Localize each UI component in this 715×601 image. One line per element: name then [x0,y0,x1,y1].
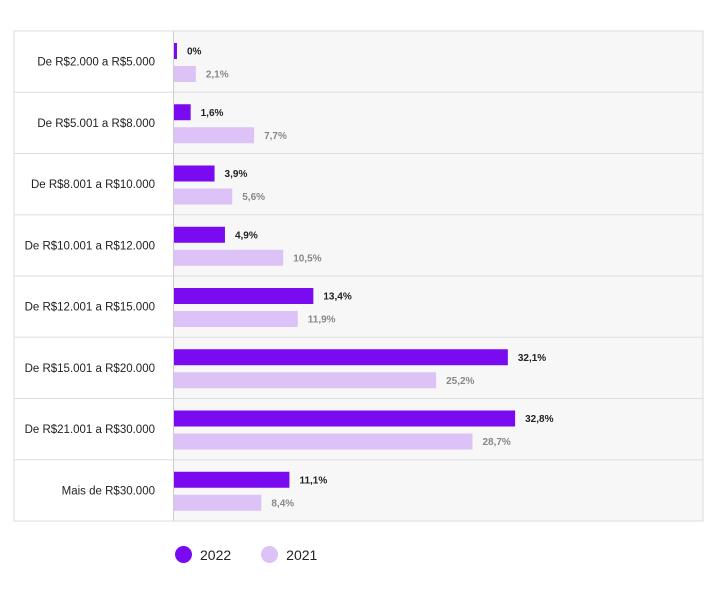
bar-2021 [174,188,233,205]
data-label-2021: 10,5% [293,253,321,264]
category-label: De R$12.001 a R$15.000 [25,302,155,314]
legend-item-2022: 2022 [175,546,231,563]
category-label: Mais de R$30.000 [62,485,155,497]
chart-rows: De R$2.000 a R$5.000 0% 2,1% De R$5.001 a R… [14,43,703,511]
bar-2021 [174,494,262,511]
data-label-2021: 7,7% [264,131,287,142]
data-label-2022: 32,8% [525,414,553,425]
bar-2021 [174,433,473,450]
bar-2021 [174,66,196,82]
category-label: De R$5.001 a R$8.000 [37,118,155,130]
data-label-2021: 25,2% [446,376,474,387]
bar-2021 [174,311,298,327]
bar-2022 [174,410,516,427]
data-label-2021: 8,4% [271,498,294,509]
category-label: De R$2.000 a R$5.000 [37,57,155,69]
legend: 2022 2021 [175,546,347,563]
legend-item-2021: 2021 [261,546,317,563]
category-label: De R$10.001 a R$12.000 [25,240,155,252]
data-label-2021: 5,6% [242,192,265,203]
data-label-2022: 1,6% [201,108,224,119]
data-label-2022: 4,9% [235,230,258,241]
bar-2022 [174,226,225,243]
bar-2022 [174,288,314,304]
bar-2021 [174,249,284,266]
data-label-2022: 3,9% [225,169,248,180]
data-label-2021: 11,9% [308,315,336,326]
legend-swatch-2021 [261,546,279,563]
bar-2021 [174,372,437,389]
legend-label-2022: 2022 [200,546,232,563]
bar-2022 [174,43,177,59]
category-label: De R$21.001 a R$30.000 [25,424,155,436]
bar-2022 [174,165,215,182]
bar-2022 [174,104,191,121]
bar-2021 [174,127,255,144]
data-label-2021: 28,7% [482,437,510,448]
bar-2022 [174,471,290,488]
legend-label-2021: 2021 [286,546,318,563]
data-label-2022: 32,1% [518,353,546,364]
category-label: De R$15.001 a R$20.000 [25,363,155,375]
bar-2022 [174,349,508,366]
data-label-2022: 0% [187,47,202,58]
data-label-2022: 13,4% [323,292,351,303]
legend-swatch-2022 [175,546,192,563]
category-label: De R$8.001 a R$10.000 [31,179,155,191]
data-label-2022: 11,1% [299,475,327,486]
data-label-2021: 2,1% [206,70,229,81]
